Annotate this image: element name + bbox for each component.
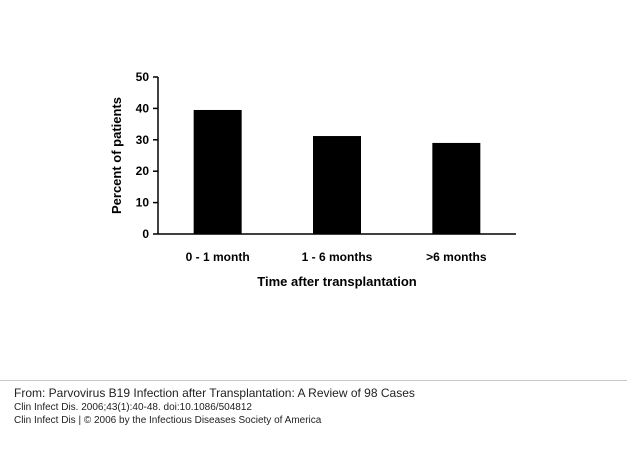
citation-reference: Clin Infect Dis. 2006;43(1):40-48. doi:1… (14, 402, 252, 413)
y-tick-label: 30 (136, 133, 150, 147)
bar-chart: 0 10 20 30 40 50 0 - 1 month 1 - 6 months >6 mo… (109, 70, 516, 289)
divider (0, 380, 627, 381)
y-tick-label: 10 (136, 196, 150, 210)
bar-1 (313, 136, 361, 234)
y-tick-label: 40 (136, 101, 150, 115)
citation-copyright: Clin Infect Dis | © 2006 by the Infectio… (14, 415, 322, 426)
citation-block: From: Parvovirus B19 Infection after Tra… (14, 386, 614, 427)
y-tick-label: 0 (142, 227, 149, 241)
x-axis-title: Time after transplantation (257, 274, 416, 289)
bar-2 (432, 142, 481, 234)
bar-0 (193, 109, 242, 234)
y-axis-title: Percent of patients (109, 97, 124, 214)
figure-area: 0 10 20 30 40 50 0 - 1 month 1 - 6 months >6 mo… (109, 70, 516, 289)
y-tick-label: 20 (136, 164, 150, 178)
y-tick-label: 50 (136, 70, 150, 84)
x-tick-label: >6 months (426, 250, 487, 264)
x-tick-label: 1 - 6 months (302, 250, 373, 264)
x-tick-label: 0 - 1 month (186, 250, 250, 264)
citation-source: From: Parvovirus B19 Infection after Tra… (14, 386, 415, 400)
